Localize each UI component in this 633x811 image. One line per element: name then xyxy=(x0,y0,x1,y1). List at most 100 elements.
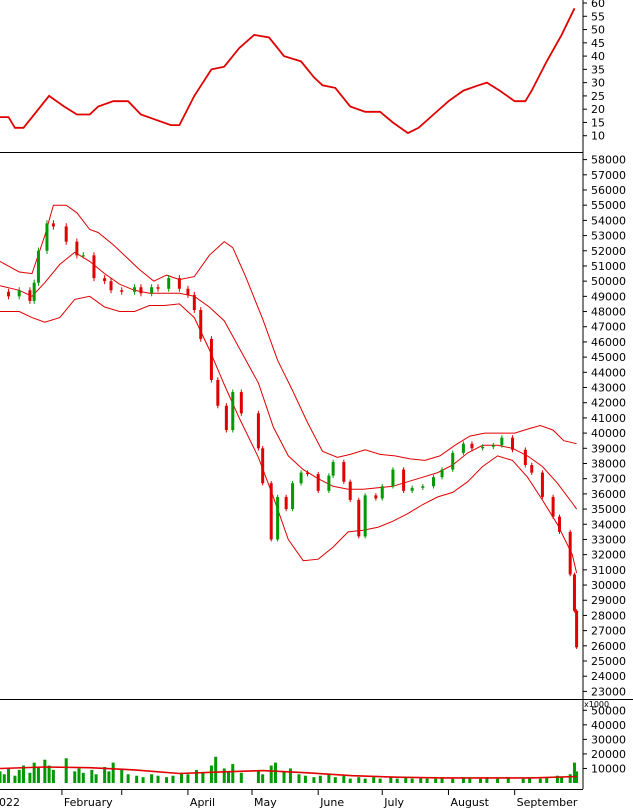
volume-bar xyxy=(273,762,277,783)
candle xyxy=(461,441,465,456)
date-axis-label: May xyxy=(254,796,277,809)
volume-bar xyxy=(222,768,226,783)
volume-bar xyxy=(282,771,286,783)
candle-body xyxy=(156,287,160,289)
volume-bar xyxy=(90,769,94,783)
volume-bar xyxy=(94,774,98,783)
price-axis-tick-label: 24000 xyxy=(591,670,626,683)
candle-body xyxy=(530,465,534,473)
volume-bar xyxy=(77,768,81,783)
candle xyxy=(36,247,40,286)
candle xyxy=(572,572,576,613)
candle xyxy=(327,473,331,494)
candle xyxy=(481,444,485,451)
volume-bar xyxy=(555,775,559,783)
volume-bar xyxy=(73,771,77,783)
price-axis-tick-label: 52000 xyxy=(591,245,626,258)
volume-axis-tick-label: 50000 xyxy=(591,704,626,717)
price-axis-tick-label: 50000 xyxy=(591,275,626,288)
candle-body xyxy=(269,483,273,540)
price-axis-tick-label: 23000 xyxy=(591,685,626,698)
price-axis-tick-label: 25000 xyxy=(591,655,626,668)
candle xyxy=(348,479,352,503)
candle-body xyxy=(421,486,425,488)
price-axis-tick-label: 54000 xyxy=(591,214,626,227)
volume-bar xyxy=(348,778,352,783)
indicator-axis-tick-label: 25 xyxy=(591,90,605,103)
candle-body xyxy=(374,495,378,499)
candle xyxy=(575,609,579,649)
volume-bar xyxy=(126,774,130,783)
volume-bar xyxy=(186,774,190,783)
candle xyxy=(199,307,203,342)
volume-bar xyxy=(180,772,184,783)
candle xyxy=(568,529,572,577)
candle-body xyxy=(410,487,414,491)
volume-bar xyxy=(297,774,301,783)
volume-bar xyxy=(64,758,68,783)
price-axis-tick-label: 42000 xyxy=(591,397,626,410)
volume-bar xyxy=(256,769,260,783)
candle xyxy=(470,441,474,451)
volume-bar xyxy=(485,777,489,783)
volume-bar xyxy=(107,771,111,783)
volume-bar xyxy=(141,777,145,783)
candle xyxy=(231,389,235,433)
volume-axis-tick-label: 10000 xyxy=(591,762,626,775)
candle-body xyxy=(432,477,436,487)
candle-body xyxy=(45,223,49,251)
volume-bar xyxy=(568,774,572,783)
date-axis-label: February xyxy=(64,796,113,809)
volume-bar xyxy=(17,769,21,783)
volume-bar xyxy=(0,771,2,783)
candle xyxy=(256,410,260,451)
indicator-axis-tick-label: 45 xyxy=(591,37,605,50)
volume-bar xyxy=(51,769,55,783)
volume-bar xyxy=(560,777,564,783)
candle-body xyxy=(299,472,303,484)
candle xyxy=(150,284,154,297)
volume-bar xyxy=(2,774,6,783)
candle-body xyxy=(402,469,406,491)
volume-bar xyxy=(545,777,549,783)
candle xyxy=(530,462,534,475)
price-panel: 23000 24000 25000 26000 27000 28000 29000 30000… xyxy=(0,152,626,699)
candle-body xyxy=(51,223,55,227)
volume-bar xyxy=(496,778,500,783)
candle xyxy=(342,459,346,484)
candle xyxy=(440,467,444,480)
candle xyxy=(500,435,504,448)
indicator-axis-tick-label: 20 xyxy=(591,103,605,116)
price-axis-tick-label: 40000 xyxy=(591,427,626,440)
date-axis-label: July xyxy=(383,796,404,809)
volume-bar xyxy=(425,778,429,783)
volume-bar xyxy=(111,762,115,783)
candle-body xyxy=(167,278,171,289)
candle-body xyxy=(306,472,310,475)
candle xyxy=(261,445,265,486)
candle-body xyxy=(348,481,352,500)
volume-bar xyxy=(440,777,444,783)
candle-body xyxy=(261,448,265,484)
candle-body xyxy=(209,338,213,380)
candle-body xyxy=(540,472,544,497)
candle-body xyxy=(17,290,21,297)
candle xyxy=(363,493,367,539)
candle-body xyxy=(32,282,36,301)
candle-body xyxy=(380,486,384,499)
candle xyxy=(432,474,436,489)
candle-body xyxy=(551,496,555,517)
volume-bar xyxy=(214,756,218,783)
volume-bar xyxy=(419,777,423,783)
indicator-axis-tick-label: 10 xyxy=(591,130,605,143)
volume-bar xyxy=(171,775,175,783)
price-axis-tick-label: 33000 xyxy=(591,533,626,546)
volume-bar xyxy=(478,778,482,783)
candle-body xyxy=(239,392,243,414)
candle-body xyxy=(75,241,79,256)
candle xyxy=(391,467,395,489)
volume-bar xyxy=(7,768,11,783)
candle-body xyxy=(470,443,474,449)
volume-bar xyxy=(239,772,243,783)
